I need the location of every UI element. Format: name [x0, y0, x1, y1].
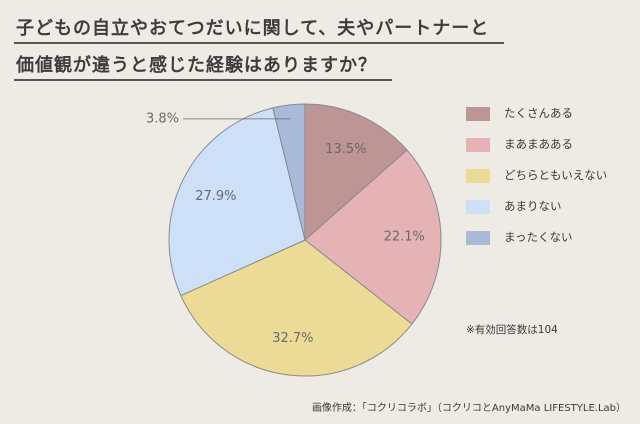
legend-label: あまりない: [504, 199, 562, 213]
legend-label: まあまあある: [504, 137, 573, 151]
pie-slice: [180, 239, 413, 377]
legend-swatch: [466, 107, 490, 121]
pie-slice: [168, 107, 306, 297]
title-underline-2: [14, 79, 392, 81]
slice-value-label: 13.5%: [325, 142, 366, 157]
legend-swatch: [466, 169, 490, 183]
slice-value-label: 3.8%: [146, 111, 179, 126]
respondent-count-note: ※有効回答数は104: [466, 324, 558, 336]
chart-title-line-2: 価値観が違うと感じた経験はありますか？: [16, 55, 377, 76]
legend-label: たくさんある: [504, 106, 573, 120]
slice-value-label: 27.9%: [195, 189, 236, 204]
pie-slice: [304, 149, 442, 325]
legend-swatch: [466, 138, 490, 152]
pie-slice: [272, 103, 306, 241]
legend-label: まったくない: [504, 230, 573, 244]
pie-slice: [304, 103, 408, 242]
legend-swatch: [466, 200, 490, 214]
slice-value-label: 22.1%: [384, 230, 425, 245]
title-underline-1: [14, 42, 504, 44]
legend-swatch: [466, 231, 490, 245]
slice-value-label: 32.7%: [272, 331, 313, 346]
legend-label: どちらともいえない: [504, 168, 608, 182]
image-credit: 画像作成：「コクリコラボ」（コクリコとAnyMaMa LIFESTYLE.Lab…: [311, 403, 626, 414]
chart-title-line-1: 子どもの自立やおてつだいに関して、夫やパートナーと: [16, 18, 490, 39]
